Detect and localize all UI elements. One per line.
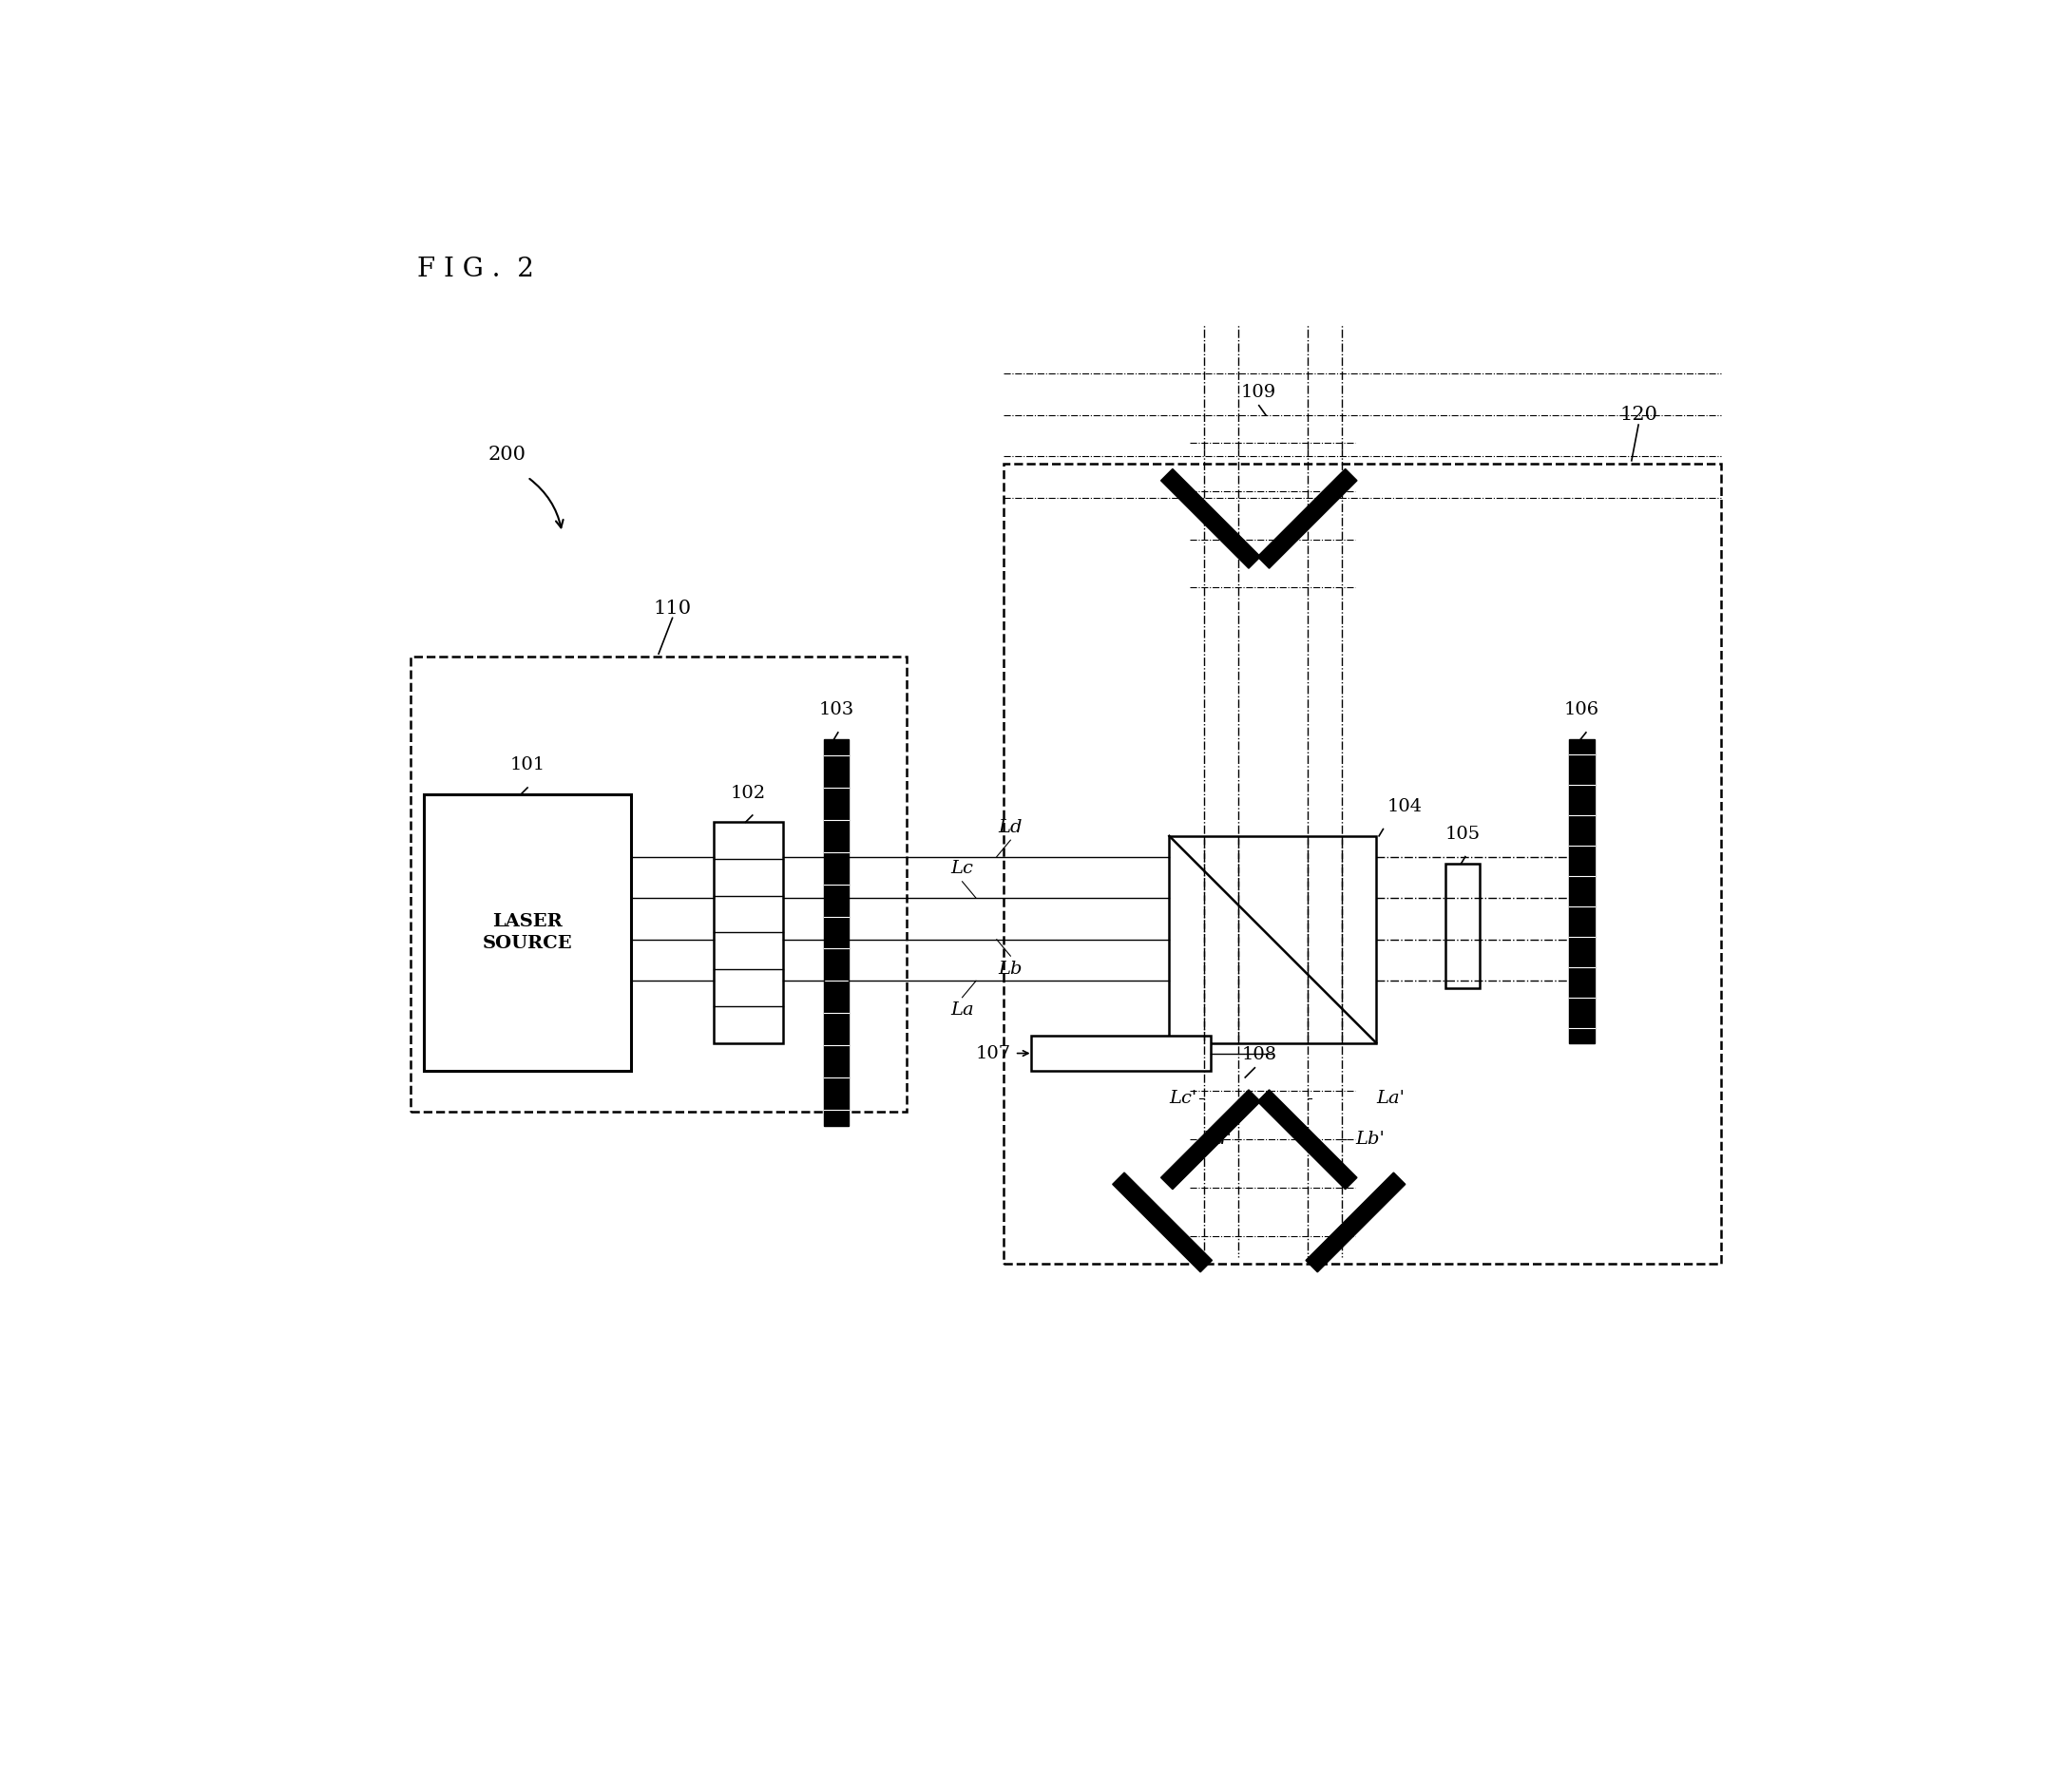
Text: 108: 108: [1242, 1047, 1277, 1064]
Text: 109: 109: [1242, 383, 1277, 401]
Bar: [715, 823, 783, 1043]
Text: Lb: Lb: [998, 961, 1023, 977]
Text: Lc: Lc: [950, 860, 973, 878]
Text: 106: 106: [1564, 702, 1599, 719]
Bar: [1169, 835, 1376, 1043]
Text: Ld: Ld: [998, 819, 1023, 835]
Text: 107: 107: [975, 1045, 1010, 1063]
Bar: [1446, 864, 1479, 987]
Polygon shape: [1306, 1172, 1405, 1272]
Text: 110: 110: [653, 599, 692, 616]
Bar: [1004, 464, 1721, 1263]
Text: Lb': Lb': [1355, 1131, 1384, 1149]
Polygon shape: [1258, 470, 1357, 568]
Text: 120: 120: [1620, 407, 1657, 425]
Bar: [824, 740, 849, 1125]
Text: LASER
SOURCE: LASER SOURCE: [483, 912, 572, 952]
Text: Lc': Lc': [1169, 1090, 1196, 1107]
Text: 103: 103: [818, 702, 855, 719]
Text: 102: 102: [731, 785, 766, 801]
Text: 105: 105: [1444, 826, 1479, 842]
Bar: [424, 794, 630, 1070]
Bar: [411, 656, 907, 1111]
Polygon shape: [1161, 470, 1260, 568]
Polygon shape: [1114, 1172, 1213, 1272]
Text: 101: 101: [510, 756, 545, 774]
Polygon shape: [1161, 1090, 1260, 1190]
Text: 104: 104: [1386, 797, 1423, 815]
Text: La': La': [1376, 1090, 1405, 1107]
Text: F I G .  2: F I G . 2: [417, 256, 533, 281]
Text: Ld': Ld': [1202, 1131, 1231, 1149]
Bar: [1031, 1036, 1211, 1070]
Polygon shape: [1258, 1090, 1357, 1190]
Text: La: La: [950, 1002, 973, 1018]
Text: 200: 200: [488, 446, 527, 464]
Bar: [1570, 740, 1595, 1043]
